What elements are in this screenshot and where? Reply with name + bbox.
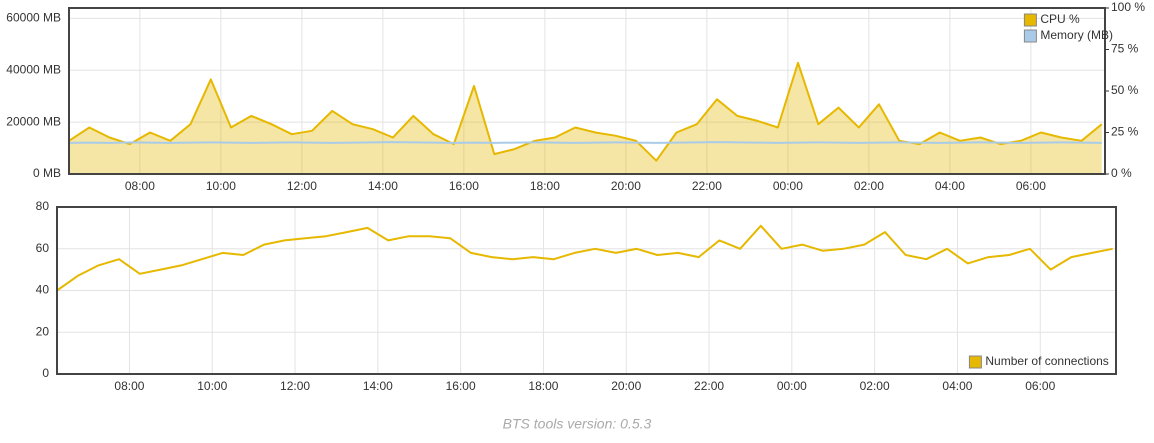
legend-swatch (1023, 13, 1037, 27)
series-line (68, 61, 1103, 162)
x-tick-label: 20:00 (611, 379, 641, 393)
x-tick-label: 16:00 (446, 379, 476, 393)
y-tick-label: 40000 MB (6, 62, 61, 76)
x-tick-label: 22:00 (694, 379, 724, 393)
x-tick-label: 02:00 (860, 379, 890, 393)
plot-frame (68, 7, 1106, 175)
x-tick-label: 10:00 (206, 179, 236, 193)
footer: BTS tools version: 0.5.3 (503, 416, 652, 432)
x-tick-label: 04:00 (935, 179, 965, 193)
x-tick-label: 00:00 (773, 179, 803, 193)
y-tick-label: 40 (36, 283, 50, 297)
x-tick-label: 18:00 (528, 379, 558, 393)
x-tick-label: 12:00 (280, 379, 310, 393)
area-fill (69, 62, 1102, 174)
x-tick-label: 16:00 (449, 179, 479, 193)
legend-label: CPU % (1040, 12, 1080, 26)
y-tick-label: 0 MB (33, 166, 61, 180)
legend-swatch (968, 355, 982, 369)
x-tick-label: 00:00 (777, 379, 807, 393)
x-tick-label: 06:00 (1016, 179, 1046, 193)
x-tick-label: 20:00 (611, 179, 641, 193)
y2-tick-label: 100 % (1111, 0, 1145, 14)
x-tick-label: 18:00 (530, 179, 560, 193)
x-tick-label: 06:00 (1025, 379, 1055, 393)
y2-tick-label: 75 % (1111, 42, 1139, 56)
x-tick-label: 14:00 (363, 379, 393, 393)
series-line (68, 141, 1102, 144)
x-tick-label: 12:00 (287, 179, 317, 193)
y-tick-label: 60000 MB (6, 11, 61, 25)
x-tick-label: 22:00 (692, 179, 722, 193)
y2-tick-label: 25 % (1111, 125, 1139, 139)
x-tick-label: 14:00 (368, 179, 398, 193)
legend-label: Memory (MB) (1040, 28, 1113, 42)
x-tick-label: 08:00 (114, 379, 144, 393)
plot-frame (56, 206, 1117, 375)
x-tick-label: 10:00 (197, 379, 227, 393)
y2-tick-label: 50 % (1111, 83, 1139, 97)
y-tick-label: 20000 MB (6, 114, 61, 128)
y-tick-label: 80 (36, 199, 50, 213)
x-tick-label: 04:00 (942, 379, 972, 393)
x-tick-label: 08:00 (125, 179, 155, 193)
x-tick-label: 02:00 (854, 179, 884, 193)
y-tick-label: 20 (36, 324, 50, 338)
legend-label: Number of connections (985, 354, 1108, 368)
series-line (56, 224, 1113, 292)
y-tick-label: 0 (42, 366, 49, 380)
y-tick-label: 60 (36, 241, 50, 255)
y2-tick-label: 0 % (1111, 166, 1132, 180)
legend-swatch (1023, 29, 1037, 43)
